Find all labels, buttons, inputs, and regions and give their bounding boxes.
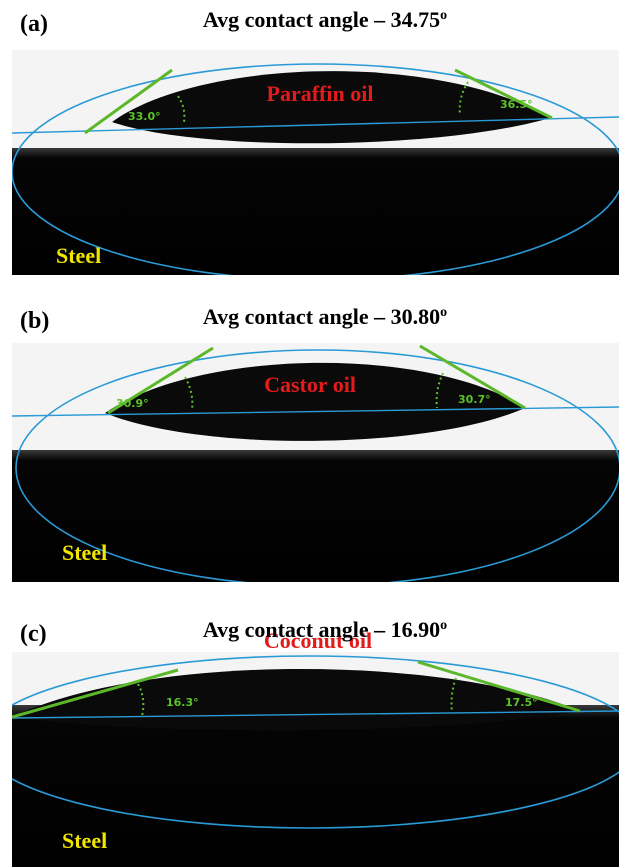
right-angle: 30.7° bbox=[458, 393, 491, 406]
liquid-label: Castor oil bbox=[264, 372, 356, 397]
droplet-image: 16.3° 17.5° Steel bbox=[0, 652, 619, 867]
title-text: Avg contact angle – 34.75 bbox=[203, 7, 440, 32]
substrate-label: Steel bbox=[56, 243, 101, 268]
panel: 30.9° 30.7° Steel Castor oil (b) Avg contact … bbox=[12, 304, 619, 586]
left-angle: 16.3° bbox=[166, 696, 199, 709]
panel-label: (b) bbox=[20, 308, 49, 334]
panel-title: Avg contact angle – 34.75o bbox=[203, 7, 447, 32]
figure: 33.0° 36.5° Steel Paraffin oil (a) Avg contac… bbox=[0, 0, 619, 867]
substrate-label: Steel bbox=[62, 540, 107, 565]
right-angle: 17.5° bbox=[505, 696, 538, 709]
liquid-label: Paraffin oil bbox=[267, 81, 374, 106]
page: {"panels": [ {"label": "(a)", "title": "… bbox=[0, 0, 619, 867]
steel-surface bbox=[12, 148, 619, 275]
panel-label: (c) bbox=[20, 621, 47, 647]
title-superscript: o bbox=[440, 618, 447, 633]
title-text: Avg contact angle – 30.80 bbox=[203, 304, 440, 329]
panel-title: Avg contact angle – 30.80o bbox=[203, 304, 447, 329]
title-text: Avg contact angle – 16.90 bbox=[203, 617, 440, 642]
title-superscript: o bbox=[440, 305, 447, 320]
panel-title: Avg contact angle – 16.90o bbox=[203, 617, 447, 642]
substrate-label: Steel bbox=[62, 828, 107, 853]
left-angle: 30.9° bbox=[116, 397, 149, 410]
panel: 33.0° 36.5° Steel Paraffin oil (a) Avg contac… bbox=[12, 7, 619, 280]
right-angle: 36.5° bbox=[500, 98, 533, 111]
left-angle: 33.0° bbox=[128, 110, 161, 123]
title-superscript: o bbox=[440, 8, 447, 23]
panel-label: (a) bbox=[20, 11, 48, 37]
